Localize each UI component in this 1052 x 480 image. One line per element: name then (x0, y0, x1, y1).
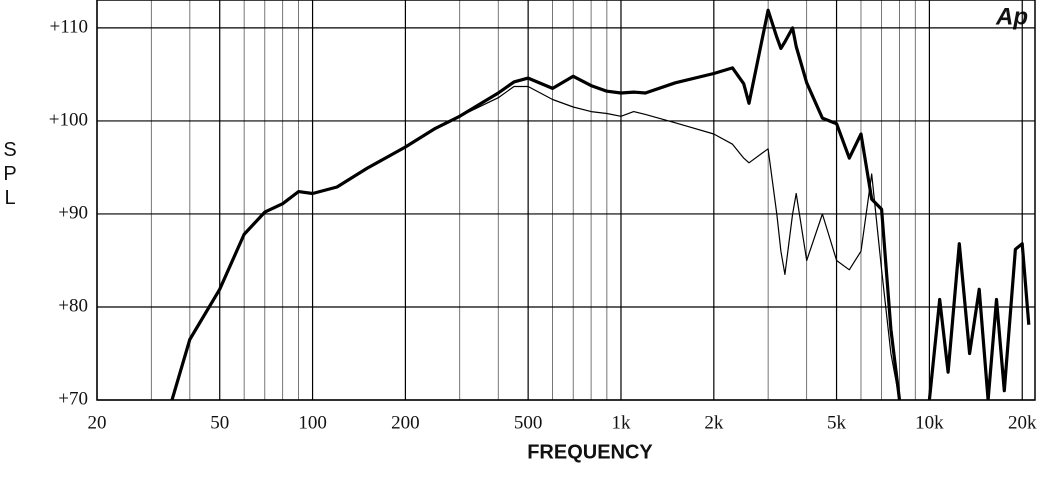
x-tick-label: 1k (611, 412, 631, 433)
y-tick-label: +90 (58, 202, 88, 223)
x-tick-label: 2k (704, 412, 724, 433)
x-tick-label: 100 (298, 412, 327, 433)
y-tick-label: +70 (58, 388, 88, 409)
x-tick-label: 500 (514, 412, 543, 433)
y-tick-label: +100 (49, 109, 88, 130)
logo: Ap (995, 3, 1028, 30)
x-axis-label: FREQUENCY (527, 441, 653, 463)
y-tick-label: +80 (58, 295, 88, 316)
x-tick-label: 20 (88, 412, 107, 433)
x-tick-label: 200 (391, 412, 420, 433)
x-tick-label: 5k (827, 412, 847, 433)
x-tick-label: 10k (915, 412, 944, 433)
y-tick-label: +110 (49, 16, 88, 37)
x-tick-label: 50 (210, 412, 229, 433)
x-tick-label: 20k (1008, 412, 1037, 433)
plot-frame (96, 0, 1036, 401)
series-line (171, 85, 901, 400)
